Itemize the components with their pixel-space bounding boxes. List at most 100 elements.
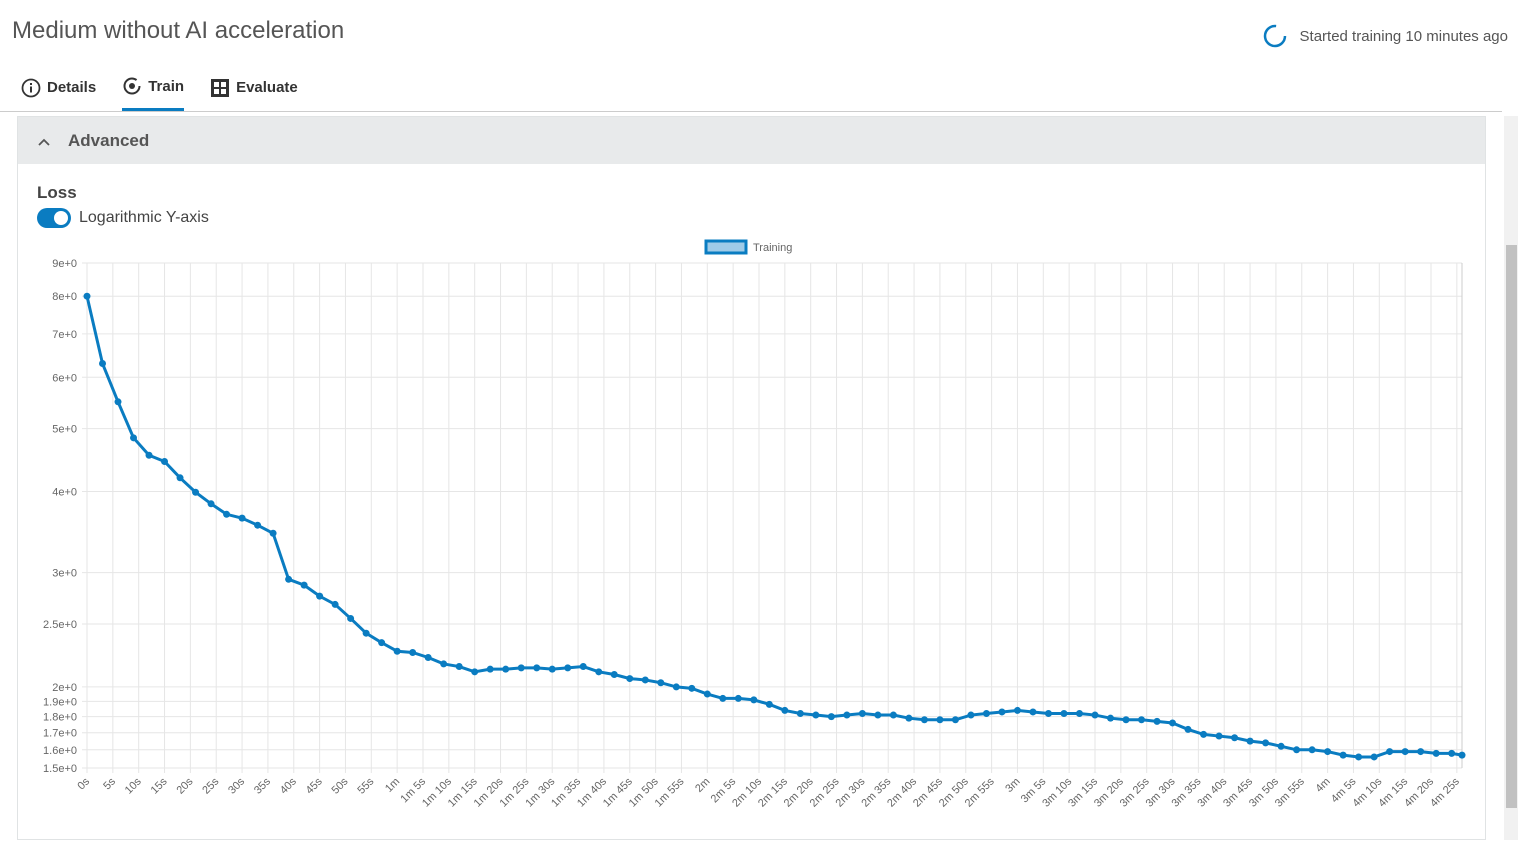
point xyxy=(331,600,339,608)
point xyxy=(455,663,463,671)
point xyxy=(1044,709,1052,717)
point xyxy=(982,709,990,717)
panel-header[interactable]: Advanced xyxy=(18,117,1485,164)
y-tick-label: 5e+0 xyxy=(52,424,77,436)
point xyxy=(1401,748,1409,756)
legend-label: Training xyxy=(753,242,792,254)
point xyxy=(176,474,184,482)
point xyxy=(1091,711,1099,719)
x-tick-label: 3m xyxy=(1003,776,1022,795)
y-tick-label: 1.6e+0 xyxy=(43,745,77,757)
point xyxy=(130,434,138,442)
x-tick-label: 5s xyxy=(101,775,118,792)
point xyxy=(595,668,603,676)
point xyxy=(269,529,277,537)
panel: Advanced Loss Logarithmic Y-axis xyxy=(17,116,1486,840)
tab-label: Details xyxy=(47,79,97,96)
point xyxy=(765,700,773,708)
tab[interactable]: Details xyxy=(21,76,96,111)
point xyxy=(858,709,866,717)
tab[interactable]: Train xyxy=(122,76,185,111)
icon xyxy=(21,78,41,97)
point xyxy=(362,629,370,637)
point xyxy=(238,514,246,522)
line xyxy=(85,295,1463,759)
point xyxy=(1262,739,1270,747)
point xyxy=(1169,719,1177,727)
x-tick-label: 1m 55s xyxy=(653,775,687,809)
x-tick-label: 25s xyxy=(200,775,221,796)
point xyxy=(874,711,882,719)
x-tick-label: 20s xyxy=(174,775,195,796)
point xyxy=(626,675,634,683)
y-tick-label: 3e+0 xyxy=(52,568,77,580)
icon xyxy=(123,77,141,95)
point xyxy=(951,716,959,724)
point xyxy=(1138,716,1146,724)
point xyxy=(316,592,324,600)
point xyxy=(502,665,510,673)
point xyxy=(1122,716,1130,724)
point xyxy=(672,683,680,691)
y-tick-label: 1.9e+0 xyxy=(43,696,77,708)
point xyxy=(1458,751,1466,759)
point xyxy=(254,521,262,529)
toggle[interactable] xyxy=(37,208,71,228)
point xyxy=(1231,734,1239,742)
tab[interactable]: Evaluate xyxy=(210,76,298,111)
x-tick-label: 2m 55s xyxy=(963,775,997,809)
x-tick-label: 4m 25s xyxy=(1428,775,1462,809)
point xyxy=(548,665,556,673)
toggle-label: Logarithmic Y-axis xyxy=(79,209,209,226)
point xyxy=(564,664,572,672)
point xyxy=(967,711,975,719)
y-tick-label: 9e+0 xyxy=(52,258,77,270)
point xyxy=(486,665,494,673)
y-tick-label: 8e+0 xyxy=(52,291,77,303)
point xyxy=(1013,706,1021,714)
tabs: Details Train Evaluate xyxy=(21,76,298,111)
x-tick-label: 15s xyxy=(149,775,170,796)
y-tick-label: 1.5e+0 xyxy=(43,763,77,775)
point xyxy=(1448,749,1456,757)
x-tick-label: 35s xyxy=(252,775,273,796)
point xyxy=(393,647,401,655)
point xyxy=(610,671,618,679)
y-tick-label: 2e+0 xyxy=(52,682,77,694)
status: Started training 10 minutes ago xyxy=(1262,23,1508,49)
point xyxy=(161,458,169,466)
point xyxy=(1432,749,1440,757)
point xyxy=(145,451,153,459)
panel-title: Advanced xyxy=(68,130,150,150)
page-title: Medium without AI acceleration xyxy=(12,17,345,44)
x-tick-label: 55s xyxy=(355,775,376,796)
point xyxy=(734,694,742,702)
point xyxy=(641,676,649,684)
point xyxy=(1153,717,1161,725)
scroll-thumb[interactable] xyxy=(1506,245,1517,808)
point xyxy=(1106,714,1114,722)
icon xyxy=(211,78,230,97)
point xyxy=(471,668,479,676)
point xyxy=(889,711,897,719)
y-tick-label: 7e+0 xyxy=(52,329,77,341)
x-tick-label: 0s xyxy=(75,775,92,792)
x-tick-label: 45s xyxy=(304,775,325,796)
point xyxy=(1293,746,1301,754)
x-tick-label: 50s xyxy=(330,775,351,796)
point xyxy=(1308,746,1316,754)
x-tick-label: 30s xyxy=(226,775,247,796)
point xyxy=(409,648,417,656)
point xyxy=(1324,748,1332,756)
point xyxy=(750,696,758,704)
point xyxy=(1029,708,1037,716)
point xyxy=(920,716,928,724)
point xyxy=(114,398,122,406)
point xyxy=(812,711,820,719)
point xyxy=(99,360,107,368)
point xyxy=(1277,742,1285,750)
point xyxy=(347,614,355,622)
point xyxy=(378,639,386,647)
point xyxy=(688,684,696,692)
